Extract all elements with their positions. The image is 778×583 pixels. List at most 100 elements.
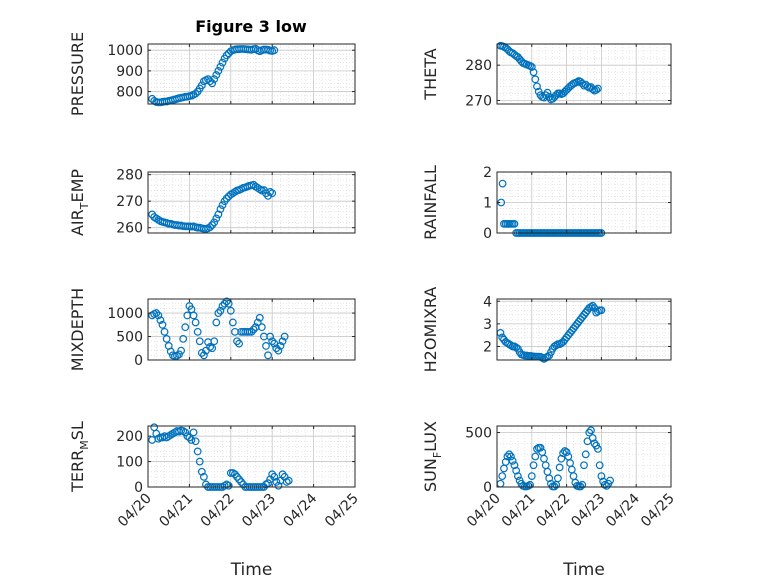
data-point [181,428,190,437]
y-tick-label: 4 [483,294,492,310]
axes-box [147,425,356,488]
data-point [594,444,602,453]
data-point [173,351,181,360]
axes-box [496,425,672,488]
data-point [573,78,581,87]
data-point [278,337,287,346]
data-point [224,481,233,490]
x-axis-label: Time [230,560,273,580]
data-point [216,205,225,214]
y-axis-label: PRESSURE [68,32,87,116]
axes-background [497,44,671,104]
data-point [533,82,541,91]
data-point [249,325,258,334]
data-point [587,426,595,435]
data-point [156,316,165,325]
figure-title: Figure 3 low [195,17,307,36]
data-point [189,428,198,437]
data-point [191,437,200,446]
data-point [216,306,225,315]
data-point [210,218,219,227]
data-point [199,351,208,360]
y-tick-label: 2 [483,339,492,355]
data-point [594,84,602,93]
data-point [550,482,559,491]
subplot-terr-msl: 0 100 200 04/20 04/21 04/22 04/23 04/24 04/25 Tim… [68,421,362,580]
data-point [597,306,606,315]
data-point [187,436,196,444]
data-point [212,318,221,327]
data-point [195,337,204,346]
data-point [498,179,507,188]
data-point [545,474,554,483]
data-point [197,349,206,357]
data-point [543,88,552,97]
data-point [255,185,264,194]
data-point [266,187,275,196]
axes-box [147,171,356,234]
y-tick-label: 280 [465,58,492,74]
subplot-h2omixra: 2 3 4 H2OMIXRA [421,287,672,372]
data-point [510,219,519,228]
data-point [212,214,221,223]
data-point [503,452,512,461]
data-point [562,448,571,457]
data-point [270,46,279,55]
data-point [554,474,562,483]
axes-box [496,43,672,105]
data-point [276,342,285,350]
data-point [208,344,217,353]
y-tick-label: 100 [116,455,143,471]
x-tick-label: 04/24 [281,490,321,530]
data-point [560,447,569,455]
x-tick-label: 04/20 [464,491,504,531]
y-axis-label: MIXDEPTH [68,288,87,371]
subplot-mixdepth: 0 500 1000 MIXDEPTH [68,288,356,371]
data-point [272,344,281,353]
data-point [162,334,171,343]
data-point [216,62,225,71]
y-tick-label: 0 [483,226,492,242]
data-point [538,353,547,362]
axes-background [148,172,355,233]
data-point [274,481,283,490]
data-point [175,350,183,359]
y-axis-label: THETA [421,48,440,100]
y-tick-label: 1000 [107,43,143,59]
data-point [536,443,545,452]
axes-background [497,426,671,487]
data-point [526,480,534,489]
y-tick-label: 900 [116,64,143,80]
data-point [197,81,206,90]
data-point [505,450,514,459]
data-point [590,439,599,448]
data-point [177,346,186,355]
data-point [226,306,235,315]
data-point [557,454,566,463]
data-point [595,461,604,470]
data-point [197,467,206,476]
y-axis-label: SUNFLUX [421,421,444,492]
data-point [531,452,540,461]
data-point [191,89,200,98]
data-point [152,429,161,438]
data-point [585,428,594,437]
data-point [280,332,289,341]
y-axis-label: AIRTEMP [68,169,91,236]
data-point [576,482,585,491]
y-tick-label: 500 [116,330,143,346]
data-point [264,479,272,488]
y-tick-label: 260 [116,221,143,237]
x-tick-label: 04/25 [322,491,362,531]
data-point [529,68,538,77]
data-point [588,434,597,442]
data-point [272,478,281,486]
x-tick-label: 04/24 [603,490,643,530]
data-point [233,337,241,346]
data-point [581,450,590,459]
y-tick-label: 200 [116,429,143,445]
data-point [498,472,507,481]
y-tick-label: 270 [116,194,143,210]
data-point [526,61,534,70]
x-tick-label: 04/25 [638,491,678,531]
